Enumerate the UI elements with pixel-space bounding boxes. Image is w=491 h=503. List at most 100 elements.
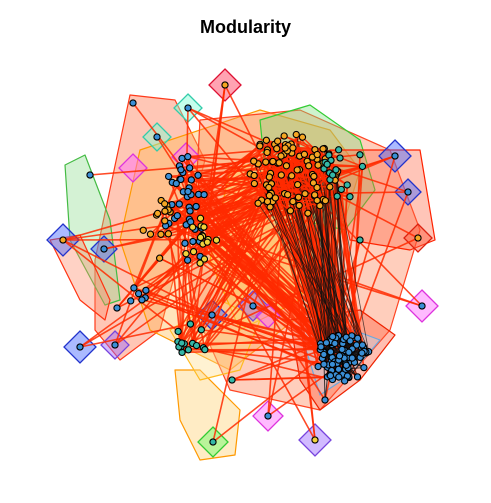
network-node xyxy=(354,334,362,342)
edge xyxy=(193,196,299,253)
network-node xyxy=(100,245,108,253)
network-node xyxy=(153,209,162,218)
network-node xyxy=(277,152,285,160)
network-node xyxy=(358,349,366,357)
network-node xyxy=(346,337,354,345)
network-node xyxy=(289,197,297,206)
edge xyxy=(103,233,169,250)
network-node xyxy=(304,209,312,217)
edge xyxy=(190,186,270,223)
network-node xyxy=(346,193,354,201)
network-node xyxy=(342,361,350,369)
network-node xyxy=(130,284,138,292)
network-node xyxy=(250,171,258,180)
network-node xyxy=(338,345,346,354)
edge xyxy=(141,299,327,344)
network-node xyxy=(139,226,147,234)
edge xyxy=(184,107,189,244)
network-node xyxy=(328,171,337,179)
network-node xyxy=(328,360,337,369)
network-node xyxy=(127,297,135,305)
network-node xyxy=(189,237,197,246)
edge xyxy=(335,174,370,352)
edge xyxy=(187,187,270,351)
network-node xyxy=(138,296,146,304)
network-node xyxy=(184,152,192,161)
network-node xyxy=(301,190,309,198)
network-node xyxy=(353,373,362,381)
network-node xyxy=(414,234,422,242)
edge xyxy=(62,239,213,316)
network-node xyxy=(265,191,274,200)
network-node xyxy=(311,436,319,444)
network-node xyxy=(319,145,327,153)
network-node xyxy=(177,166,185,174)
network-node xyxy=(134,289,143,298)
edge xyxy=(133,287,319,368)
network-node xyxy=(271,194,280,202)
network-node xyxy=(189,247,198,256)
edge xyxy=(270,193,353,359)
network-node xyxy=(280,132,288,140)
network-node xyxy=(358,341,367,349)
network-node xyxy=(335,146,343,154)
network-node xyxy=(164,230,173,238)
network-node xyxy=(161,217,169,225)
network-node xyxy=(200,223,208,231)
edge xyxy=(299,169,355,363)
network-node xyxy=(228,376,236,384)
network-node xyxy=(196,233,205,242)
edge xyxy=(324,376,329,401)
network-node xyxy=(178,339,186,347)
network-node xyxy=(326,348,335,356)
network-node xyxy=(360,363,368,372)
edge xyxy=(188,174,255,189)
network-node xyxy=(320,350,328,359)
network-node xyxy=(265,183,273,192)
network-node xyxy=(249,302,257,310)
edge xyxy=(79,323,191,348)
edge xyxy=(204,199,263,350)
network-node xyxy=(321,396,329,404)
network-node xyxy=(321,197,330,205)
network-node xyxy=(254,199,262,207)
network-node xyxy=(265,173,274,181)
network-node xyxy=(156,254,164,262)
network-node xyxy=(196,214,205,222)
network-node xyxy=(161,207,169,215)
edge xyxy=(201,235,316,441)
edge xyxy=(114,300,132,346)
edge xyxy=(335,174,364,346)
network-node xyxy=(212,236,221,244)
edge xyxy=(311,157,365,352)
network-node xyxy=(292,130,300,139)
network-node xyxy=(186,320,195,328)
network-node xyxy=(197,326,205,334)
network-node xyxy=(317,343,325,351)
network-node xyxy=(404,188,412,196)
network-node xyxy=(200,255,209,263)
edge xyxy=(145,289,346,371)
network-node xyxy=(391,152,399,160)
network-node xyxy=(281,144,289,152)
edge xyxy=(336,173,350,377)
network-node xyxy=(203,238,211,246)
network-node xyxy=(209,438,217,446)
community-diamond-4 xyxy=(118,153,148,183)
network-node xyxy=(300,150,309,158)
network-node xyxy=(263,197,272,206)
network-node xyxy=(313,196,321,205)
network-node xyxy=(192,341,201,350)
network-node xyxy=(341,377,349,385)
network-node xyxy=(345,348,353,356)
network-node xyxy=(183,256,192,264)
network-node xyxy=(322,339,331,347)
network-node xyxy=(418,302,426,310)
edge xyxy=(254,174,298,186)
edge xyxy=(79,212,309,348)
edge xyxy=(283,135,329,158)
network-node xyxy=(293,180,302,189)
network-node xyxy=(320,360,328,369)
network-node xyxy=(262,136,271,144)
network-node xyxy=(111,341,119,349)
